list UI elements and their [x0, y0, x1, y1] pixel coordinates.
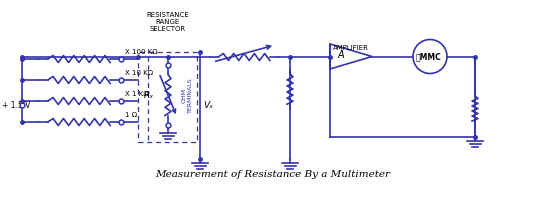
Text: X 1 KΩ: X 1 KΩ — [125, 91, 149, 97]
Text: OHM
TERMINALS: OHM TERMINALS — [182, 77, 193, 113]
Text: AMPLIFIER: AMPLIFIER — [333, 45, 369, 51]
Text: A: A — [338, 51, 345, 60]
Text: Vₓ: Vₓ — [203, 101, 213, 110]
Bar — [138, 52, 197, 142]
Text: Rₓ: Rₓ — [144, 91, 154, 100]
Text: X 100 KΩ: X 100 KΩ — [125, 49, 158, 55]
Text: + 1.5 V: + 1.5 V — [2, 100, 31, 109]
Text: X 10 KΩ: X 10 KΩ — [125, 70, 153, 76]
Text: Measurement of Resistance By a Multimeter: Measurement of Resistance By a Multimete… — [155, 170, 391, 179]
Text: ⎼MMC: ⎼MMC — [415, 52, 441, 61]
Text: 1 Ω: 1 Ω — [125, 112, 137, 118]
Text: RESISTANCE
RANGE
SELECTOR: RESISTANCE RANGE SELECTOR — [146, 12, 189, 32]
